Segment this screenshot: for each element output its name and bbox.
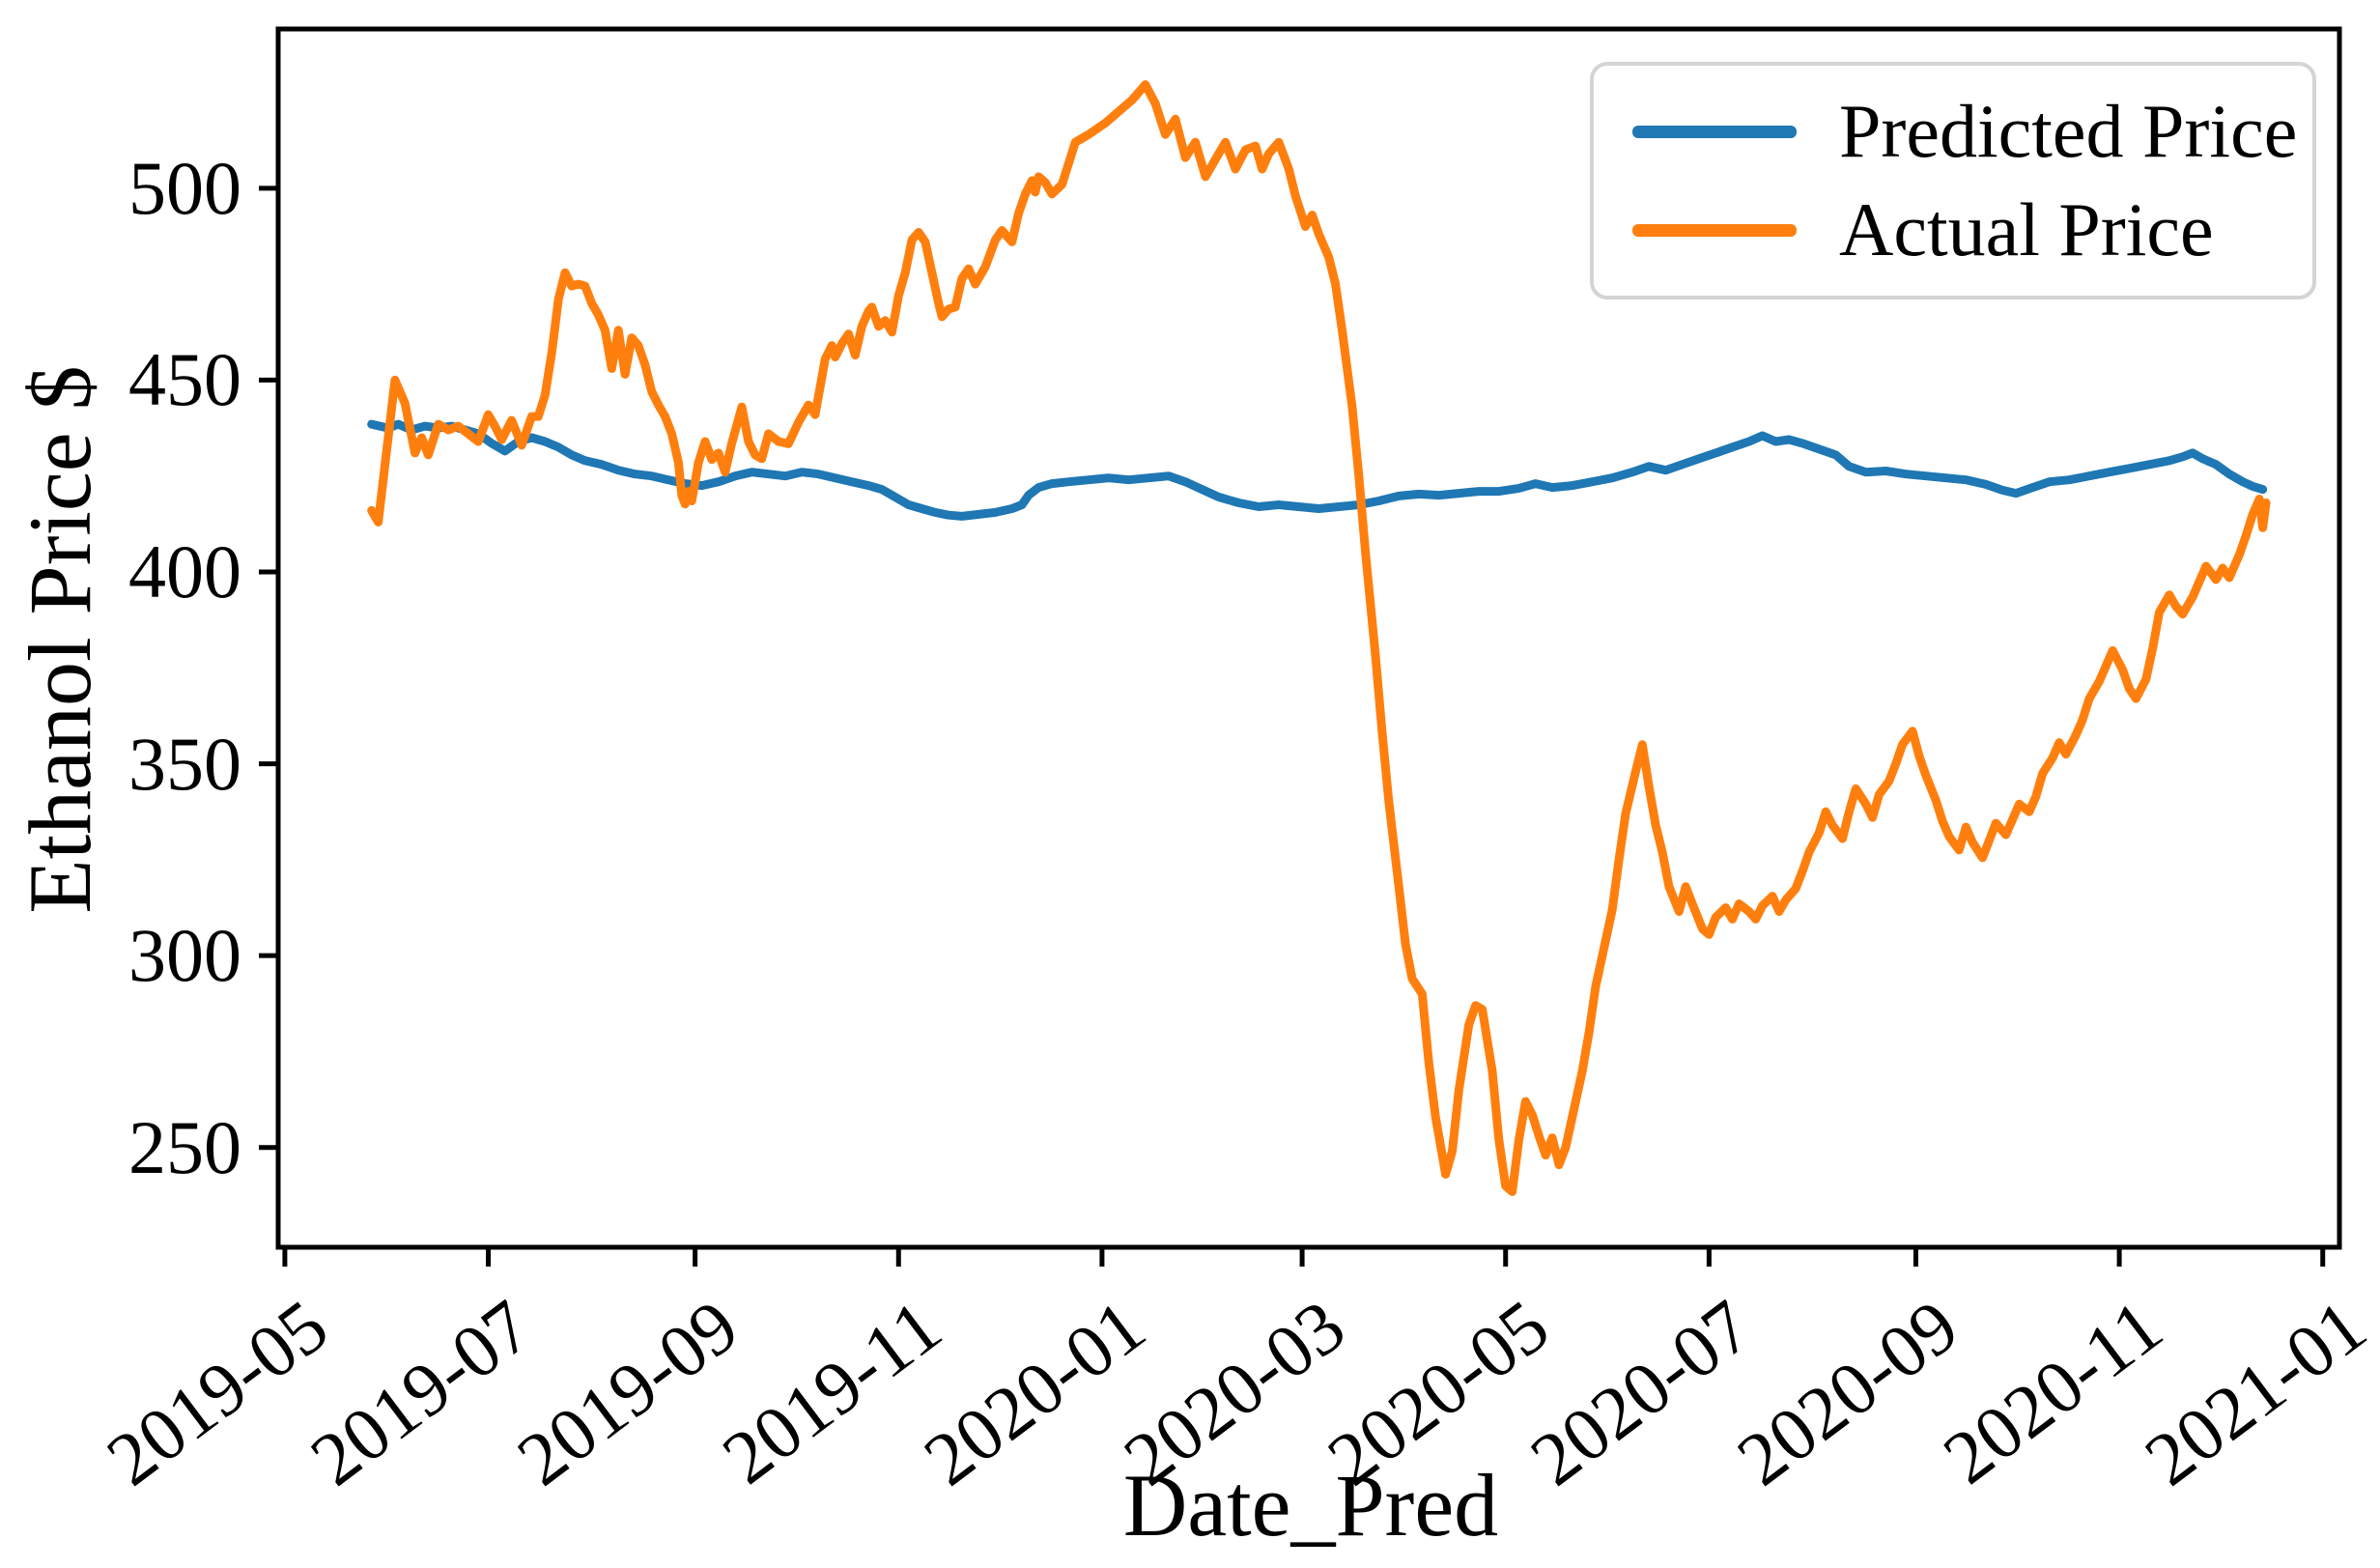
y-tick-label: 400 [128, 528, 241, 613]
actual-line-swatch-icon [1632, 223, 1797, 237]
legend-label-predicted: Predicted Price [1839, 89, 2298, 173]
x-axis-label: Date_Pred [1122, 1456, 1499, 1554]
legend-label-actual: Actual Price [1839, 187, 2214, 271]
legend-item-predicted: Predicted Price [1632, 85, 2297, 178]
y-tick-label: 300 [128, 913, 241, 998]
predicted-line-swatch-icon [1632, 125, 1797, 138]
legend-item-actual: Actual Price [1632, 184, 2289, 276]
predicted-price-line [367, 419, 2268, 521]
y-tick-label: 450 [128, 337, 241, 422]
plot-border [275, 26, 2342, 1250]
actual-price-line [367, 80, 2271, 1196]
y-tick-label: 500 [128, 145, 241, 230]
legend: Predicted Price Actual Price [1590, 62, 2316, 299]
y-tick-label: 350 [128, 721, 241, 806]
y-tick-label: 250 [128, 1104, 241, 1189]
